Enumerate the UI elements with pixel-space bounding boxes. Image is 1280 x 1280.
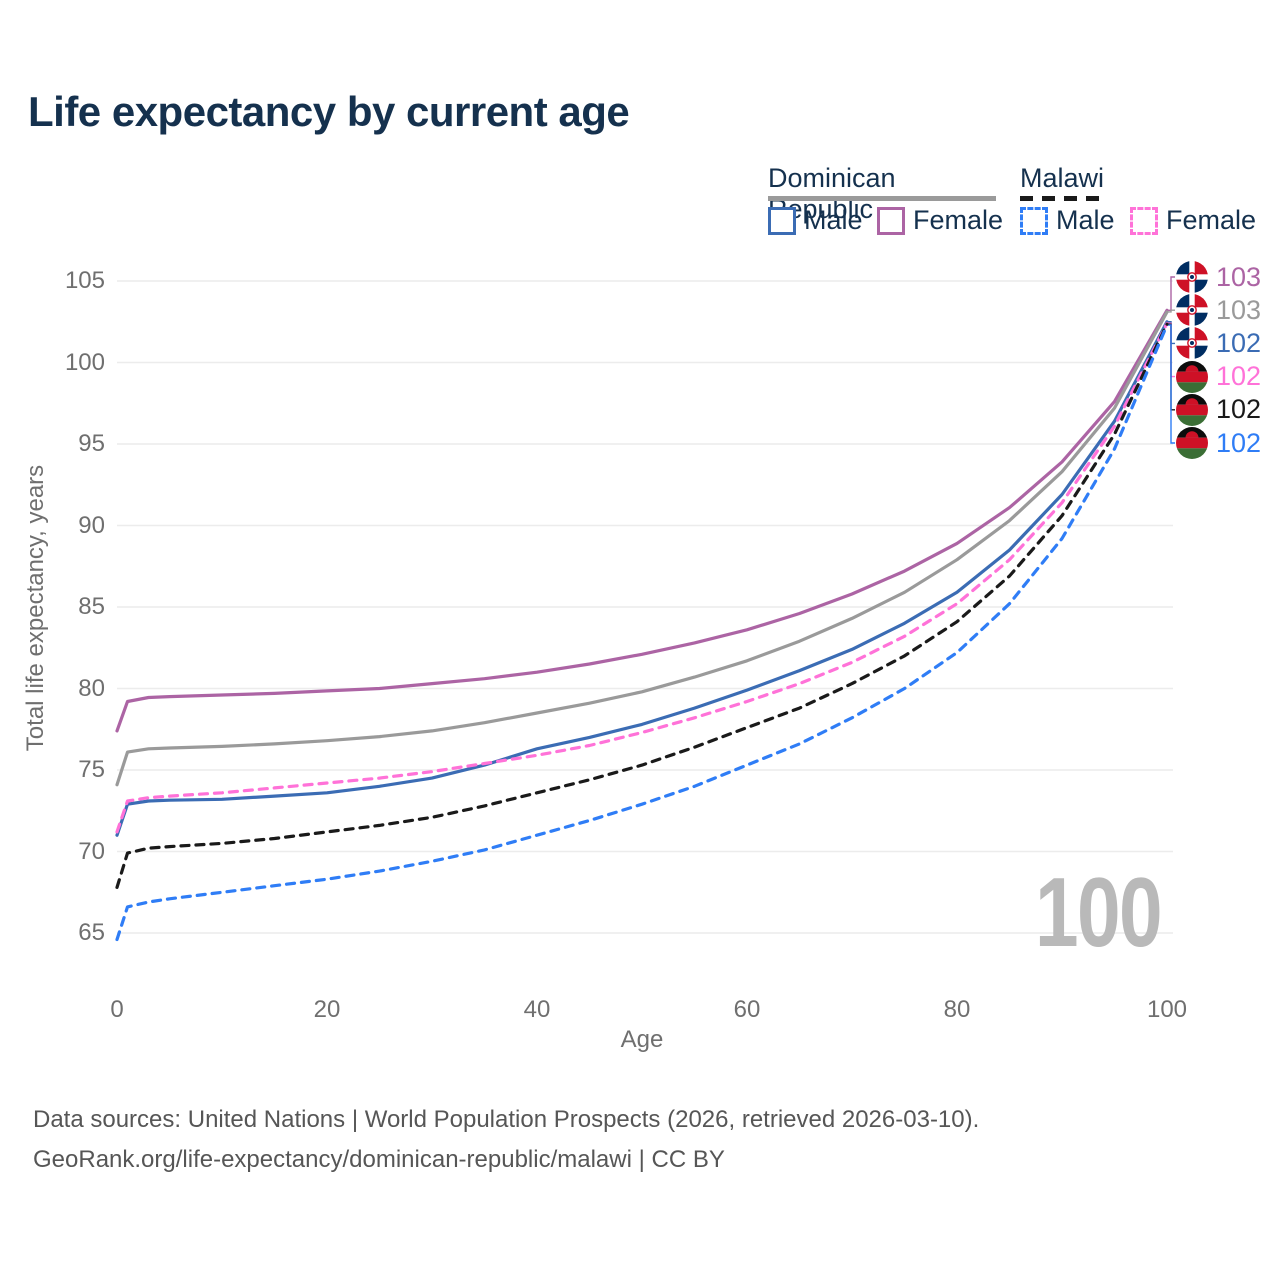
end-label-value: 103 [1216, 261, 1262, 292]
data-sources-text: Data sources: United Nations | World Pop… [33, 1106, 980, 1133]
x-tick-label: 0 [110, 996, 124, 1023]
series-line-malawi-total [115, 322, 1169, 890]
end-label-row: 102 [1176, 327, 1262, 360]
dominican-republic-flag-icon [1176, 327, 1208, 360]
y-tick-label: 70 [78, 837, 105, 865]
malawi-flag-icon [1176, 393, 1208, 426]
series-line-malawi-female [115, 321, 1169, 834]
malawi-flag-icon [1176, 360, 1208, 393]
y-tick-label: 95 [78, 430, 105, 457]
legend-item-dr-male[interactable]: Male [768, 205, 863, 236]
attribution-link-text: GeoRank.org/life-expectancy/dominican-re… [33, 1146, 725, 1173]
x-tick-label: 40 [523, 996, 551, 1023]
malawi-flag-icon [1176, 427, 1208, 459]
legend-item-dr-female[interactable]: Female [877, 205, 1003, 236]
x-tick-label: 60 [733, 996, 761, 1023]
watermark-age-100: 100 [1035, 857, 1163, 967]
end-label-value: 102 [1216, 427, 1262, 458]
legend-underline-malawi [1020, 196, 1106, 201]
end-label-connector [1167, 309, 1175, 313]
end-label-connector [1167, 324, 1175, 444]
page-title: Life expectancy by current age [28, 88, 630, 135]
end-label-value: 103 [1216, 294, 1262, 325]
y-tick-label: 65 [78, 919, 105, 946]
y-tick-label: 100 [64, 348, 105, 376]
dominican-republic-flag-icon [1176, 261, 1208, 293]
legend-item-mw-female[interactable]: Female [1130, 205, 1256, 236]
series-line-dominican-republic-male [115, 320, 1169, 837]
end-label-value: 102 [1216, 361, 1262, 392]
end-label-row: 103 [1176, 261, 1261, 293]
legend-item-label: Female [1166, 205, 1257, 235]
y-tick-label: 75 [78, 756, 105, 783]
legend-underline-dominican-republic [768, 196, 996, 201]
mw-male-swatch-icon [1020, 206, 1048, 235]
dr-female-swatch-icon [877, 206, 905, 235]
end-label-row: 102 [1176, 393, 1262, 426]
y-tick-label: 105 [64, 267, 105, 294]
legend-item-mw-male[interactable]: Male [1020, 205, 1115, 236]
mw-female-swatch-icon [1130, 206, 1158, 235]
legend-item-label: Male [1056, 205, 1115, 235]
dr-male-swatch-icon [768, 206, 796, 235]
series-line-dominican-republic-total [115, 310, 1169, 787]
end-label-row: 102 [1176, 427, 1261, 459]
series-line-dominican-republic-female [115, 308, 1169, 733]
dominican-republic-flag-icon [1176, 294, 1208, 327]
end-label-row: 102 [1176, 360, 1262, 393]
x-axis-title: Age [620, 1026, 664, 1053]
end-label-value: 102 [1216, 327, 1262, 358]
end-label-connector [1167, 276, 1175, 312]
legend-group-malawi: Malawi [1020, 163, 1105, 193]
x-tick-label: 80 [943, 996, 971, 1023]
end-label-row: 103 [1176, 294, 1262, 327]
y-tick-label: 80 [78, 674, 105, 702]
end-label-value: 102 [1216, 394, 1262, 425]
x-tick-label: 20 [313, 996, 341, 1023]
series-line-malawi-male [115, 323, 1169, 942]
y-tick-label: 90 [78, 511, 105, 539]
y-tick-label: 85 [78, 593, 105, 620]
legend-item-label: Male [804, 205, 863, 235]
legend-item-label: Female [913, 205, 1004, 235]
x-tick-label: 100 [1146, 996, 1188, 1023]
